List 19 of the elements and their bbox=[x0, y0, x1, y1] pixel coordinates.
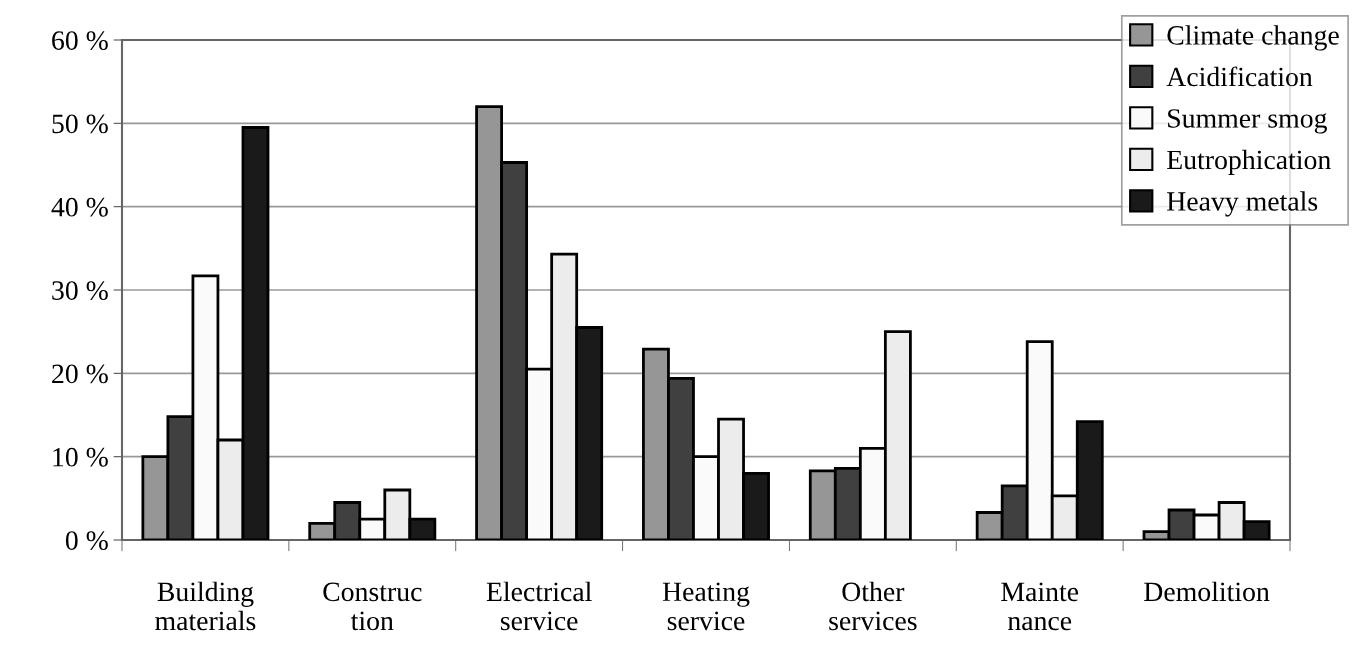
legend-label: Heavy metals bbox=[1167, 191, 1318, 217]
y-tick-label: 0 % bbox=[65, 531, 108, 550]
y-tick-label: 20 % bbox=[52, 364, 108, 384]
x-tick-label: Heating service bbox=[662, 582, 750, 631]
y-tick-label: 40 % bbox=[51, 197, 108, 217]
y-tick-label: 10 % bbox=[53, 447, 108, 467]
legend-label: Climate change bbox=[1167, 25, 1339, 51]
legend-label: Eutrophication bbox=[1167, 149, 1331, 175]
x-tick-label: Building materials bbox=[155, 581, 256, 631]
y-tick-label: 30 % bbox=[52, 281, 108, 300]
x-tick-label: Other services bbox=[829, 581, 917, 631]
x-tick-label: Mainte nance bbox=[1001, 582, 1079, 631]
x-tick-label: Demolition bbox=[1144, 581, 1270, 602]
legend-label: Acidification bbox=[1166, 66, 1313, 87]
x-tick-label: Construc tion bbox=[323, 582, 422, 631]
y-tick-label: 60 % bbox=[52, 31, 108, 50]
legend-label: Summer smog bbox=[1168, 109, 1327, 134]
y-tick-label: 50 % bbox=[52, 114, 108, 134]
x-tick-label: Electrical service bbox=[486, 581, 592, 631]
